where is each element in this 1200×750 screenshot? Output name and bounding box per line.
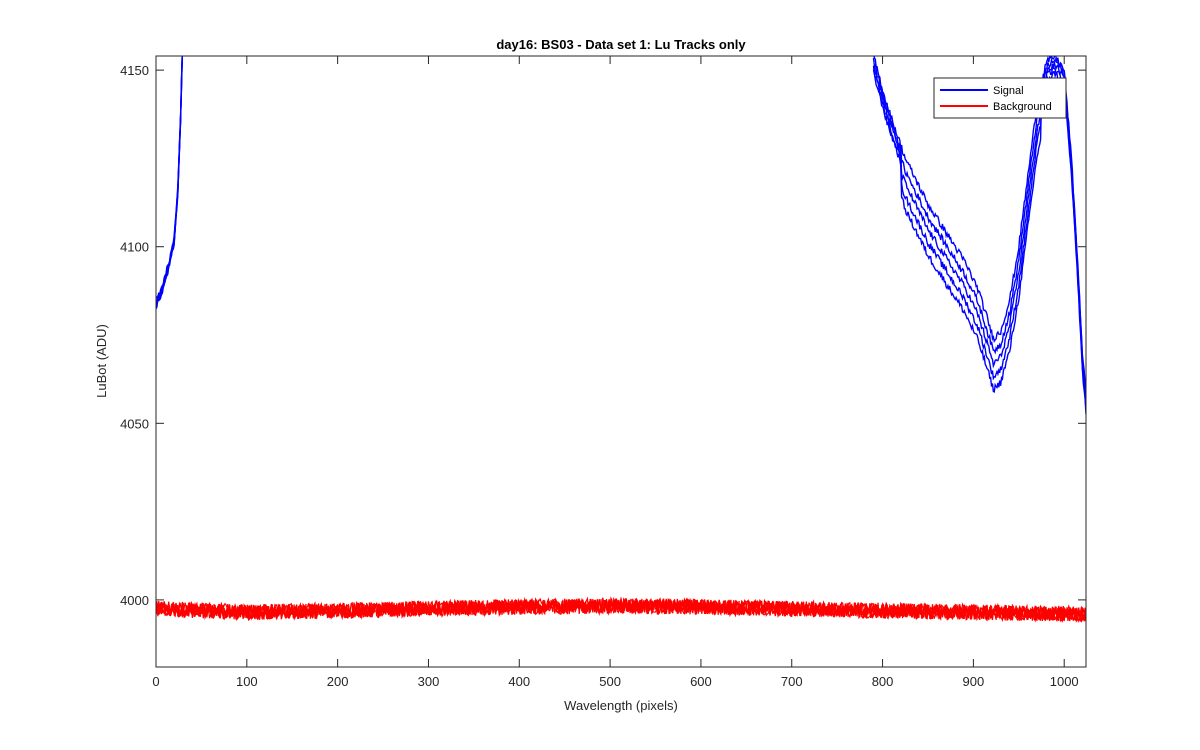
signal-track xyxy=(156,56,183,299)
chart-title: day16: BS03 - Data set 1: Lu Tracks only xyxy=(496,37,746,52)
plot-background xyxy=(156,56,1086,667)
legend-signal-label: Signal xyxy=(993,85,1024,97)
signal-track xyxy=(872,57,1086,398)
x-tick-label: 700 xyxy=(781,674,803,689)
signal-track xyxy=(872,65,1086,412)
x-tick-label: 300 xyxy=(418,674,440,689)
x-tick-label: 100 xyxy=(236,674,258,689)
y-axis-label: LuBot (ADU) xyxy=(94,324,109,398)
legend-background-label: Background xyxy=(993,101,1052,113)
x-tick-label: 400 xyxy=(508,674,530,689)
series-group xyxy=(156,56,1086,624)
signal-track xyxy=(873,61,1086,404)
x-tick-label: 500 xyxy=(599,674,621,689)
x-tick-label: 1000 xyxy=(1050,674,1079,689)
y-tick-label: 4100 xyxy=(120,240,149,255)
x-axis-label: Wavelength (pixels) xyxy=(564,698,678,713)
legend: Signal Background xyxy=(933,77,1067,119)
plot-frame xyxy=(155,55,1087,668)
x-tick-label: 600 xyxy=(690,674,712,689)
legend-box xyxy=(933,77,1067,119)
x-tick-label: 0 xyxy=(152,674,159,689)
x-tick-label: 900 xyxy=(963,674,985,689)
signal-track xyxy=(873,56,1086,397)
y-tick-label: 4000 xyxy=(120,593,149,608)
ticks-layer: 0 100 200 300 400 500 600 700 800 900 1000 4000 4050… xyxy=(120,56,1086,689)
y-tick-label: 4050 xyxy=(120,416,149,431)
y-tick-label: 4150 xyxy=(120,63,149,78)
x-tick-label: 800 xyxy=(872,674,894,689)
x-tick-label: 200 xyxy=(327,674,349,689)
background-track xyxy=(156,596,1086,622)
series-layer xyxy=(156,56,1086,624)
